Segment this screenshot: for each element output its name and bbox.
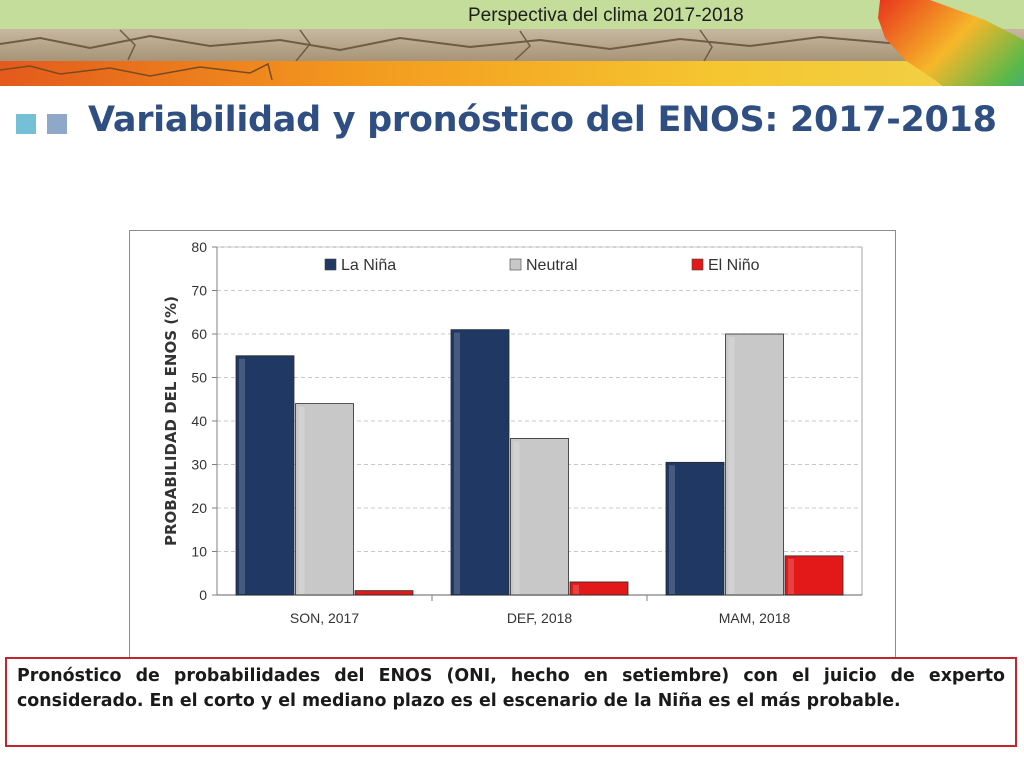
y-tick-label: 30	[191, 457, 207, 473]
slide-title-row: Variabilidad y pronóstico del ENOS: 2017…	[0, 100, 1024, 150]
title-square-right	[47, 114, 67, 134]
y-tick-label: 20	[191, 500, 207, 516]
legend-swatch	[324, 258, 337, 271]
y-tick-label: 0	[199, 587, 207, 603]
bar-neutral	[725, 333, 784, 596]
bar-la-niña	[665, 461, 725, 596]
bar-chart: 0 10 20 30 40 50 60 70 80 PROBABILIDAD DEL ENOS (…	[162, 239, 863, 626]
x-tick-label: MAM, 2018	[719, 610, 791, 626]
y-tick-label: 70	[191, 283, 207, 299]
bar-highlight	[788, 558, 794, 594]
bar-la-niña	[450, 329, 510, 596]
bar-highlight	[454, 332, 460, 594]
x-tick-label: DEF, 2018	[507, 610, 573, 626]
bar-highlight	[573, 584, 579, 594]
bar-neutral	[510, 437, 569, 596]
bar-highlight	[513, 441, 520, 594]
chart-container: 0 10 20 30 40 50 60 70 80 PROBABILIDAD DEL ENOS (…	[129, 230, 896, 664]
bar-neutral	[295, 403, 354, 596]
y-tick-label: 50	[191, 370, 207, 386]
caption-text: Pronóstico de probabilidades del ENOS (O…	[17, 666, 1005, 711]
bar-la-niña	[235, 355, 295, 596]
header-banner-art	[0, 0, 1024, 86]
legend-label: El Niño	[708, 257, 760, 274]
bar-highlight	[239, 358, 245, 594]
bar-highlight	[728, 337, 735, 594]
y-axis-label: PROBABILIDAD DEL ENOS (%)	[162, 296, 180, 546]
y-tick-label: 60	[191, 326, 207, 342]
y-tick-label: 10	[191, 544, 207, 560]
y-tick-label: 80	[191, 239, 207, 255]
caption-box: Pronóstico de probabilidades del ENOS (O…	[5, 657, 1017, 747]
legend-label: Neutral	[526, 257, 578, 274]
bar-highlight	[669, 465, 675, 594]
bar-el-niño	[784, 555, 844, 596]
legend-swatch	[509, 258, 522, 271]
header-subtitle: Perspectiva del clima 2017-2018	[468, 5, 744, 26]
title-square-left	[16, 114, 36, 134]
bar-highlight	[298, 406, 305, 594]
x-tick-label: SON, 2017	[290, 610, 359, 626]
y-tick-label: 40	[191, 413, 207, 429]
header-banner: Perspectiva del clima 2017-2018	[0, 0, 1024, 86]
bar-el-niño	[569, 581, 629, 596]
bar-el-niño	[354, 590, 414, 596]
slide-title: Variabilidad y pronóstico del ENOS: 2017…	[88, 100, 997, 140]
legend-label: La Niña	[341, 257, 396, 274]
legend-swatch	[691, 258, 704, 271]
